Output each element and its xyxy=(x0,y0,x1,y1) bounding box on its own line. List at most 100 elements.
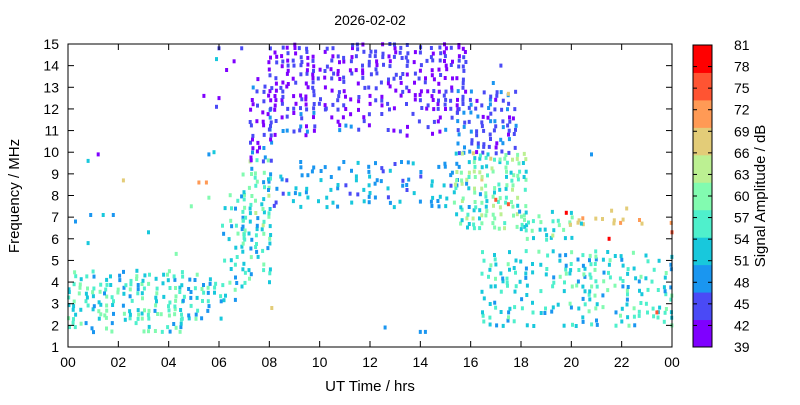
data-point xyxy=(481,250,484,255)
data-point xyxy=(147,230,150,235)
data-point xyxy=(523,187,527,192)
data-point xyxy=(545,233,549,238)
data-point xyxy=(626,271,630,276)
colorbar-label: Signal Amplitude / dB xyxy=(752,125,769,268)
data-point xyxy=(412,191,416,196)
colorbar-bin xyxy=(693,319,712,348)
data-point xyxy=(179,325,183,330)
data-point xyxy=(646,287,650,292)
data-point xyxy=(429,199,433,204)
data-point xyxy=(281,45,285,50)
data-point xyxy=(101,213,105,217)
data-point xyxy=(73,325,77,330)
data-point xyxy=(305,50,309,54)
data-point xyxy=(380,103,384,108)
data-point xyxy=(507,315,510,320)
data-point xyxy=(128,316,132,321)
colorbar-tick-label: 42 xyxy=(734,317,750,333)
data-point xyxy=(197,180,201,185)
data-point xyxy=(189,290,193,294)
data-point xyxy=(505,183,509,188)
data-point xyxy=(462,110,466,115)
data-point xyxy=(291,58,295,63)
data-point xyxy=(494,151,498,156)
data-point xyxy=(513,107,517,112)
data-point xyxy=(249,246,253,251)
data-point xyxy=(331,200,335,205)
data-point xyxy=(154,295,158,300)
data-point xyxy=(537,249,541,254)
data-point xyxy=(619,313,622,318)
data-point xyxy=(110,321,114,326)
data-point xyxy=(467,170,471,175)
data-point xyxy=(476,114,480,119)
data-point xyxy=(368,191,372,195)
data-point xyxy=(392,128,396,133)
data-point xyxy=(492,128,496,133)
data-point xyxy=(418,68,422,73)
data-point xyxy=(569,305,573,310)
data-point xyxy=(342,89,346,94)
data-point xyxy=(467,175,471,179)
data-point xyxy=(270,86,274,91)
data-point xyxy=(482,142,486,147)
data-point xyxy=(242,197,246,202)
data-point xyxy=(251,137,254,142)
data-point xyxy=(90,326,94,331)
data-point xyxy=(507,310,511,315)
data-point xyxy=(292,63,296,68)
data-point xyxy=(128,312,132,317)
data-point xyxy=(606,250,610,254)
data-point xyxy=(482,128,486,133)
data-point xyxy=(329,175,333,179)
data-point xyxy=(520,214,523,219)
data-point xyxy=(625,206,629,211)
data-point xyxy=(221,223,224,228)
data-point xyxy=(500,149,504,154)
data-point xyxy=(256,140,260,145)
data-point xyxy=(491,194,495,199)
data-point xyxy=(462,124,466,129)
data-point xyxy=(407,177,411,182)
data-point xyxy=(432,77,436,82)
data-point xyxy=(112,299,115,304)
data-point xyxy=(147,316,151,321)
data-point xyxy=(338,77,342,81)
data-point xyxy=(405,85,409,90)
data-point xyxy=(429,55,433,60)
data-point xyxy=(162,272,166,277)
data-point xyxy=(124,283,128,288)
data-point xyxy=(342,75,346,80)
data-point xyxy=(498,157,502,162)
data-point xyxy=(595,302,599,307)
data-point xyxy=(269,106,273,111)
data-point xyxy=(361,75,365,80)
data-point xyxy=(286,68,290,73)
data-point xyxy=(392,54,396,59)
data-point xyxy=(431,58,435,63)
data-point xyxy=(128,287,132,292)
data-point xyxy=(461,102,465,106)
data-point xyxy=(174,325,178,330)
data-point xyxy=(219,294,223,299)
data-point xyxy=(349,59,353,64)
data-point xyxy=(304,97,308,102)
data-point xyxy=(493,119,497,124)
data-point xyxy=(268,89,272,94)
data-point xyxy=(491,81,495,85)
data-point xyxy=(484,183,488,188)
data-point xyxy=(306,85,310,90)
data-point xyxy=(234,206,237,211)
data-point xyxy=(213,290,216,295)
data-point xyxy=(361,68,365,73)
data-point xyxy=(564,267,568,272)
data-point xyxy=(383,325,387,330)
data-point xyxy=(228,193,232,198)
data-point xyxy=(445,196,449,201)
colorbar xyxy=(693,45,712,348)
data-point xyxy=(262,197,266,202)
data-point xyxy=(263,84,267,89)
data-point xyxy=(173,304,177,309)
data-point xyxy=(172,274,176,279)
data-point xyxy=(394,50,398,55)
